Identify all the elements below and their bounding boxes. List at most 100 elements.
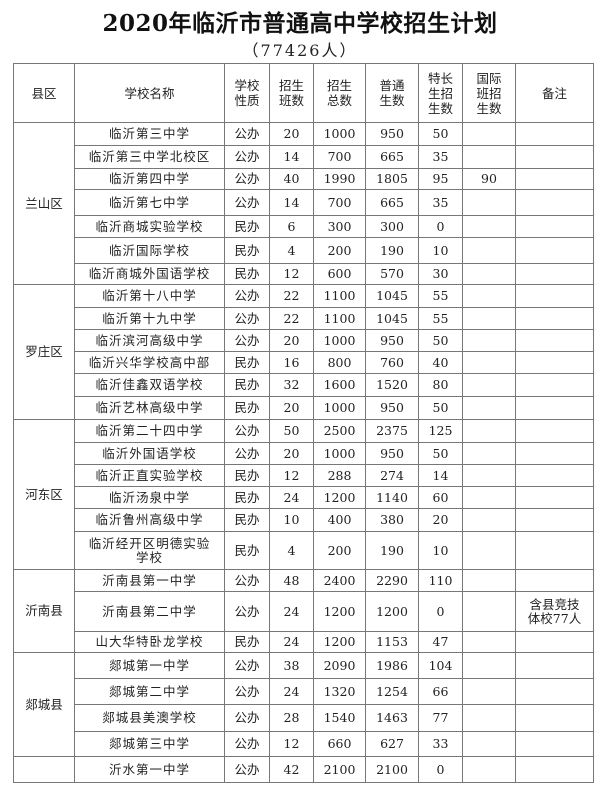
international-cell (462, 237, 516, 264)
classes-cell: 4 (269, 531, 314, 570)
classes-cell: 14 (269, 145, 314, 169)
special-cell: 60 (418, 486, 463, 509)
school-name-cell: 临沂国际学校 (74, 237, 225, 264)
school-name-cell: 临沂艺林高级中学 (74, 396, 225, 420)
school-name-cell: 沂南县第二中学 (74, 591, 225, 632)
total-cell: 2500 (313, 419, 366, 443)
international-cell (462, 145, 516, 169)
table-row: 河东区 临沂第二十四中学 公办 50 2500 2375 125 (13, 419, 594, 570)
special-cell: 40 (418, 351, 463, 374)
notes-cell (515, 373, 594, 397)
special-cell: 33 (418, 731, 463, 757)
school-type-cell: 民办 (224, 531, 270, 570)
special-cell: 10 (418, 237, 463, 264)
classes-cell: 42 (269, 756, 314, 783)
school-name-cell: 沂水第一中学 (74, 756, 225, 783)
school-type-cell: 公办 (224, 591, 270, 632)
total-cell: 288 (313, 464, 366, 487)
table-row: 沂南县第二中学 公办 24 1200 1200 0 含县竞技体校77人 (14, 591, 594, 632)
school-name-cell: 临沂第三中学 (74, 122, 225, 146)
table-row: 临沂正直实验学校 民办 12 288 274 14 (14, 464, 594, 487)
international-cell (462, 508, 516, 532)
general-cell: 1254 (365, 678, 419, 705)
school-type-cell: 民办 (224, 396, 270, 420)
school-name-cell: 临沂第三中学北校区 (74, 145, 225, 169)
notes-cell (515, 419, 594, 443)
school-type-cell: 民办 (224, 486, 270, 509)
notes-cell (515, 263, 594, 285)
table-row: 临沂佳鑫双语学校 民办 32 1600 1520 80 (14, 373, 594, 397)
table-row: 临沂经开区明德实验学校 民办 4 200 190 10 (14, 531, 594, 570)
table-row: 沂南县 沂南县第一中学 公办 48 2400 2290 110 (13, 569, 594, 653)
special-cell: 80 (418, 373, 463, 397)
general-cell: 760 (365, 351, 419, 374)
special-cell: 0 (418, 215, 463, 238)
school-name-cell: 临沂外国语学校 (74, 442, 225, 465)
special-cell: 95 (418, 168, 463, 190)
school-type-cell: 公办 (224, 329, 270, 352)
total-cell: 1540 (313, 704, 366, 732)
international-cell (462, 373, 516, 397)
school-name-cell: 山大华特卧龙学校 (74, 631, 225, 653)
table-row: 临沂鲁州高级中学 民办 10 400 380 20 (14, 508, 594, 532)
notes-cell (515, 631, 594, 653)
school-type-cell: 公办 (224, 678, 270, 705)
school-name-cell: 临沂兴华学校高中部 (74, 351, 225, 374)
total-cell: 200 (313, 237, 366, 264)
header-school-name: 学校名称 (74, 63, 225, 123)
table-row: 临沂第七中学 公办 14 700 665 35 (14, 189, 594, 216)
school-name-cell: 临沂第十八中学 (74, 284, 225, 308)
classes-cell: 24 (269, 591, 314, 632)
international-cell (462, 569, 516, 592)
school-type-cell: 公办 (224, 284, 270, 308)
general-cell: 1805 (365, 168, 419, 190)
school-name-cell: 沂南县第一中学 (74, 569, 225, 592)
special-cell: 55 (418, 307, 463, 330)
general-cell: 1520 (365, 373, 419, 397)
special-cell: 20 (418, 508, 463, 532)
special-cell: 55 (418, 284, 463, 308)
special-cell: 47 (418, 631, 463, 653)
international-cell (462, 531, 516, 570)
school-name-cell: 临沂商城实验学校 (74, 215, 225, 238)
general-cell: 665 (365, 145, 419, 169)
table-row: 临沂滨河高级中学 公办 20 1000 950 50 (14, 329, 594, 352)
table-row: 临沂第四中学 公办 40 1990 1805 95 90 (14, 168, 594, 190)
total-cell: 700 (313, 145, 366, 169)
district-cell: 河东区 (13, 419, 75, 570)
school-type-cell: 民办 (224, 215, 270, 238)
international-cell (462, 678, 516, 705)
international-cell (462, 756, 516, 783)
total-cell: 1600 (313, 373, 366, 397)
classes-cell: 12 (269, 464, 314, 487)
total-cell: 1200 (313, 591, 366, 632)
school-name-cell: 郯城县美澳学校 (74, 704, 225, 732)
total-cell: 1000 (313, 122, 366, 146)
school-type-cell: 民办 (224, 237, 270, 264)
school-name-cell: 临沂佳鑫双语学校 (74, 373, 225, 397)
special-cell: 50 (418, 122, 463, 146)
school-type-cell: 公办 (224, 168, 270, 190)
total-cell: 200 (313, 531, 366, 570)
classes-cell: 22 (269, 307, 314, 330)
table-row: 临沂汤泉中学 民办 24 1200 1140 60 (14, 486, 594, 509)
special-cell: 0 (418, 756, 463, 783)
classes-cell: 22 (269, 284, 314, 308)
table-row: 罗庄区 临沂第十八中学 公办 22 1100 1045 55 (13, 284, 594, 420)
special-cell: 125 (418, 419, 463, 443)
school-name-cell: 临沂第七中学 (74, 189, 225, 216)
international-cell (462, 652, 516, 679)
classes-cell: 10 (269, 508, 314, 532)
international-cell (462, 442, 516, 465)
classes-cell: 14 (269, 189, 314, 216)
general-cell: 950 (365, 329, 419, 352)
notes-cell (515, 168, 594, 190)
school-type-cell: 公办 (224, 145, 270, 169)
classes-cell: 24 (269, 486, 314, 509)
district-cell: 沂南县 (13, 569, 75, 653)
classes-cell: 48 (269, 569, 314, 592)
international-cell (462, 307, 516, 330)
table-row: 临沂第三中学北校区 公办 14 700 665 35 (14, 145, 594, 169)
international-cell (462, 215, 516, 238)
general-cell: 1153 (365, 631, 419, 653)
